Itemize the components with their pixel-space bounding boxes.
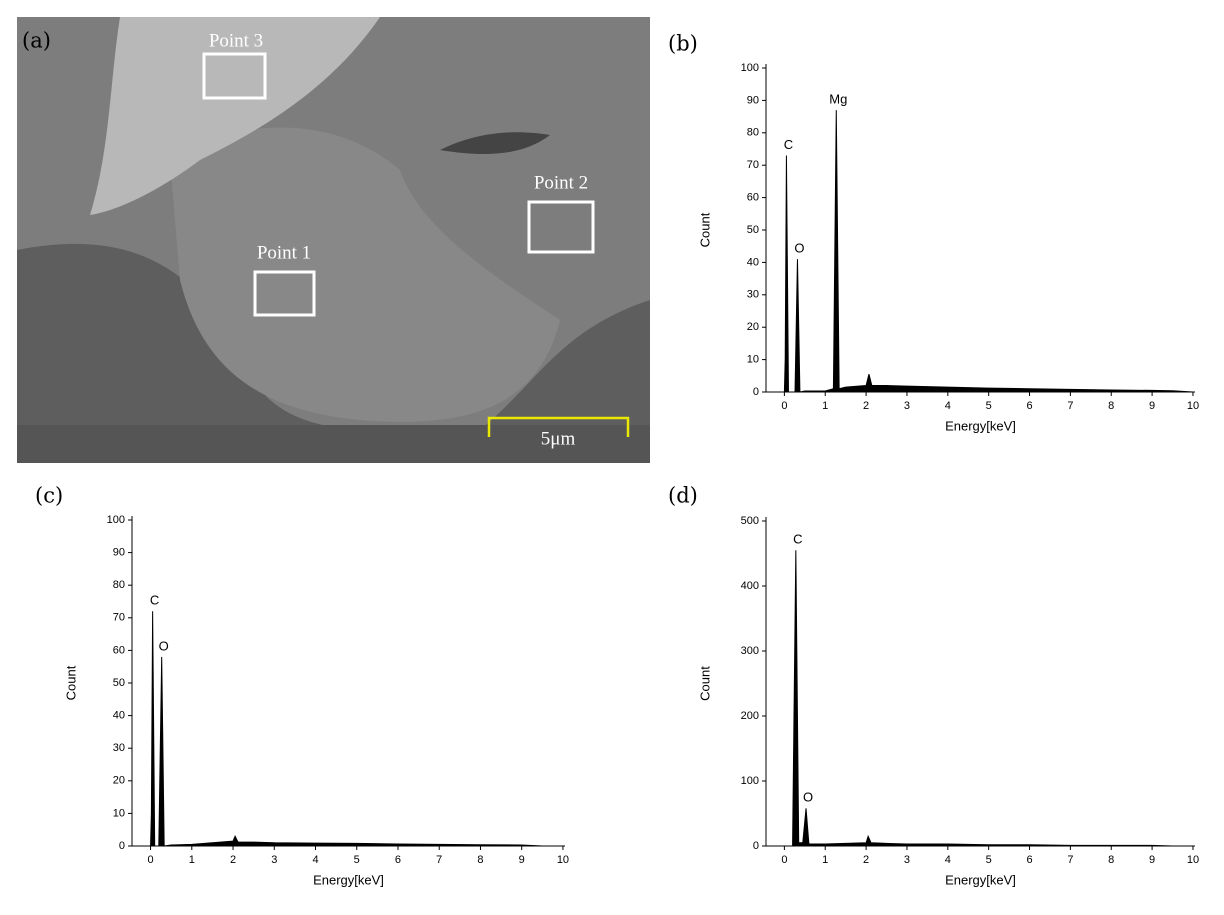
chart: (c) 0 10 20 30 40 50 60 70 80 90 100 0 1 2 3 4 5 6 7 8 9 10 Ene… xyxy=(35,484,569,888)
y-tick-label: 10 xyxy=(113,807,125,819)
y-tick-label: 80 xyxy=(113,579,125,591)
x-tick-label: 3 xyxy=(904,400,910,412)
scale-bar-label: 5μm xyxy=(541,428,576,449)
y-tick-label: 80 xyxy=(747,127,759,139)
panel-label: (b) xyxy=(668,32,698,56)
y-tick-label: 100 xyxy=(741,62,759,74)
panel-label: (d) xyxy=(668,484,698,508)
sem-crack xyxy=(440,132,550,155)
peak-label: Mg xyxy=(829,92,847,107)
y-axis-label: Count xyxy=(697,212,712,247)
y-tick-label: 60 xyxy=(113,644,125,656)
y-tick-label: 40 xyxy=(113,710,125,722)
y-tick-label: 0 xyxy=(119,840,125,852)
x-axis-label: Energy[keV] xyxy=(945,872,1016,887)
x-tick-label: 8 xyxy=(1108,854,1114,866)
x-tick-label: 10 xyxy=(1187,854,1199,866)
chart: (b) 0 10 20 30 40 50 60 70 80 90 100 0 1 2 3 4 5 6 7 8 9 10 Ene… xyxy=(668,32,1199,434)
y-tick-label: 100 xyxy=(107,514,125,526)
peak-label: C xyxy=(793,532,802,547)
sem-grain xyxy=(170,127,560,422)
y-tick-label: 30 xyxy=(113,742,125,754)
point-label: Point 1 xyxy=(257,242,311,263)
y-tick-label: 40 xyxy=(747,256,759,268)
y-tick-label: 0 xyxy=(753,840,759,852)
y-tick-label: 20 xyxy=(113,775,125,787)
x-tick-label: 10 xyxy=(557,854,569,866)
y-tick-label: 90 xyxy=(113,547,125,559)
x-tick-label: 2 xyxy=(230,854,236,866)
x-tick-label: 2 xyxy=(863,854,869,866)
chart: (d) 0 100 200 300 400 500 0 1 2 3 4 5 6 7 8 9 10 Energy[ke… xyxy=(668,484,1199,888)
y-tick-label: 400 xyxy=(741,580,759,592)
y-axis-label: Count xyxy=(63,665,78,700)
x-tick-label: 1 xyxy=(822,400,828,412)
x-tick-label: 3 xyxy=(904,854,910,866)
y-tick-label: 10 xyxy=(747,354,759,366)
sem-bottom xyxy=(17,425,650,463)
y-tick-label: 20 xyxy=(747,321,759,333)
spectrum xyxy=(783,110,1193,393)
x-tick-label: 7 xyxy=(436,854,442,866)
x-tick-label: 1 xyxy=(822,854,828,866)
x-tick-label: 8 xyxy=(477,854,483,866)
x-tick-label: 5 xyxy=(354,854,360,866)
sem-pore xyxy=(17,243,650,463)
point-box xyxy=(527,200,595,254)
peak-label: C xyxy=(150,593,159,608)
peak-label: O xyxy=(803,790,813,805)
x-tick-label: 5 xyxy=(986,854,992,866)
y-axis-label: Count xyxy=(697,666,712,701)
x-tick-label: 6 xyxy=(1026,400,1032,412)
x-tick-label: 8 xyxy=(1108,400,1114,412)
x-tick-label: 9 xyxy=(519,854,525,866)
y-tick-label: 100 xyxy=(741,775,759,787)
x-tick-label: 0 xyxy=(781,400,787,412)
y-tick-label: 300 xyxy=(741,645,759,657)
peak-label: C xyxy=(784,137,793,152)
x-tick-label: 5 xyxy=(986,400,992,412)
x-tick-label: 4 xyxy=(945,400,951,412)
point-box xyxy=(253,270,316,317)
point-label: Point 3 xyxy=(209,30,263,51)
y-tick-label: 90 xyxy=(747,94,759,106)
x-tick-label: 1 xyxy=(189,854,195,866)
x-tick-label: 6 xyxy=(1026,854,1032,866)
x-tick-label: 10 xyxy=(1187,400,1199,412)
y-tick-label: 50 xyxy=(113,677,125,689)
x-tick-label: 4 xyxy=(312,854,318,866)
x-tick-label: 4 xyxy=(945,854,951,866)
x-tick-label: 7 xyxy=(1067,400,1073,412)
x-tick-label: 9 xyxy=(1149,854,1155,866)
x-tick-label: 2 xyxy=(863,400,869,412)
peak-label: O xyxy=(159,638,169,653)
point-box xyxy=(202,52,267,100)
y-tick-label: 0 xyxy=(753,386,759,398)
x-tick-label: 9 xyxy=(1149,400,1155,412)
point-label: Point 2 xyxy=(534,172,588,193)
sem-flake xyxy=(90,17,380,215)
x-tick-label: 6 xyxy=(395,854,401,866)
peak-label: O xyxy=(794,241,804,256)
x-tick-label: 0 xyxy=(781,854,787,866)
x-tick-label: 7 xyxy=(1067,854,1073,866)
y-tick-label: 500 xyxy=(741,515,759,527)
panel-label: (a) xyxy=(22,29,51,53)
y-tick-label: 60 xyxy=(747,192,759,204)
x-axis-label: Energy[keV] xyxy=(313,872,384,887)
x-axis-label: Energy[keV] xyxy=(945,418,1016,433)
y-tick-label: 70 xyxy=(747,159,759,171)
y-tick-label: 70 xyxy=(113,612,125,624)
y-tick-label: 50 xyxy=(747,224,759,236)
x-tick-label: 3 xyxy=(271,854,277,866)
y-tick-label: 30 xyxy=(747,289,759,301)
spectrum xyxy=(784,550,1173,847)
spectrum xyxy=(150,611,543,847)
sem-image: (a) Point 3 Point 2 Point 1 5μm xyxy=(17,17,650,463)
y-tick-label: 200 xyxy=(741,710,759,722)
scale-bar xyxy=(487,416,630,437)
panel-label: (c) xyxy=(35,484,63,508)
x-tick-label: 0 xyxy=(147,854,153,866)
